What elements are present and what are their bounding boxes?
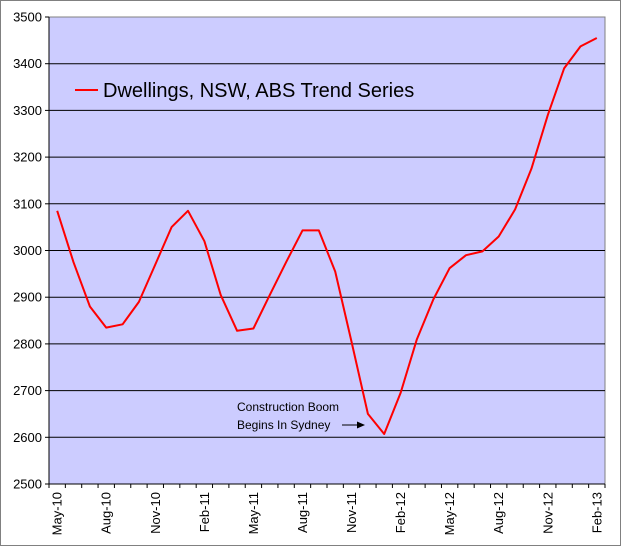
data-point [465, 254, 467, 256]
data-point [89, 306, 91, 308]
data-point [154, 264, 156, 266]
data-point [252, 327, 254, 329]
data-point [138, 301, 140, 303]
y-tick-label: 3000 [13, 243, 42, 258]
x-tick-label: Aug-11 [295, 492, 310, 533]
data-point [416, 338, 418, 340]
x-tick-label: Feb-11 [197, 492, 212, 532]
x-tick-label: Nov-12 [540, 492, 555, 534]
x-tick-label: Nov-10 [148, 492, 163, 534]
data-point [400, 392, 402, 394]
data-point [285, 261, 287, 263]
x-tick-label: Aug-12 [491, 492, 506, 534]
annotation-arrowhead [357, 421, 365, 429]
data-point [498, 235, 500, 237]
y-tick-label: 2500 [13, 477, 42, 492]
data-point [383, 433, 385, 435]
data-point [432, 299, 434, 301]
data-point [187, 210, 189, 212]
data-point [367, 413, 369, 415]
data-point [449, 267, 451, 269]
y-tick-label: 3500 [13, 10, 42, 25]
data-point [579, 45, 581, 47]
legend-label: Dwellings, NSW, ABS Trend Series [103, 80, 414, 102]
series-line-dwellings [56, 37, 598, 435]
data-point [105, 327, 107, 329]
y-tick-label: 2800 [13, 336, 42, 351]
x-tick-label: May-11 [246, 492, 261, 534]
x-tick-label: Feb-13 [589, 492, 604, 533]
data-point [203, 240, 205, 242]
data-point [236, 330, 238, 332]
y-tick-label: 3400 [13, 56, 42, 71]
x-tick-label: Aug-10 [99, 492, 114, 534]
data-point [122, 323, 124, 325]
y-tick-label: 2600 [13, 430, 42, 445]
y-tick-label: 2700 [13, 383, 42, 398]
data-point [56, 210, 58, 212]
y-tick-label: 3300 [13, 103, 42, 118]
x-tick-label: May-12 [442, 492, 457, 535]
data-point [269, 294, 271, 296]
data-point [351, 341, 353, 343]
data-point [530, 168, 532, 170]
data-point [334, 271, 336, 273]
x-tick-label: Nov-11 [344, 492, 359, 533]
y-tick-label: 3200 [13, 150, 42, 165]
y-tick-label: 2900 [13, 290, 42, 305]
data-point [171, 226, 173, 228]
data-point [220, 294, 222, 296]
data-point [547, 114, 549, 116]
data-point [481, 250, 483, 252]
data-point [596, 37, 598, 39]
x-tick-label: May-10 [50, 492, 65, 535]
data-point [73, 261, 75, 263]
data-point [514, 208, 516, 210]
annotation-text-line1: Construction Boom [237, 400, 339, 414]
x-tick-label: Feb-12 [393, 492, 408, 533]
y-tick-label: 3100 [13, 196, 42, 211]
data-point [563, 67, 565, 69]
data-point [318, 229, 320, 231]
data-point [301, 229, 303, 231]
annotation-text-line2: Begins In Sydney [237, 418, 330, 432]
